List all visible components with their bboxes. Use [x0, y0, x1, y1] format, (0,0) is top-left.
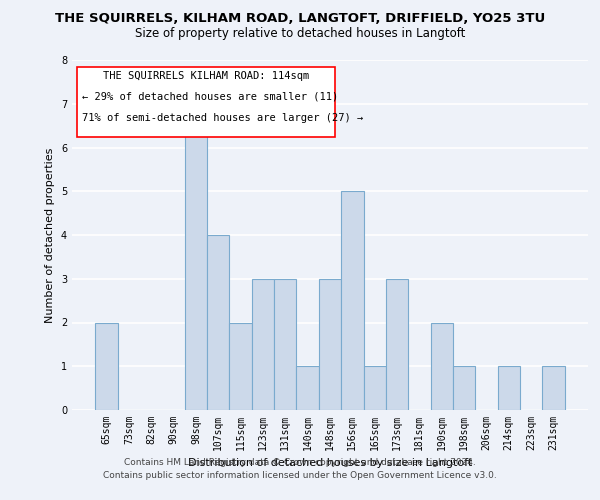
Bar [207, 235, 229, 410]
Bar [431, 322, 453, 410]
Bar [542, 366, 565, 410]
X-axis label: Distribution of detached houses by size in Langtoft: Distribution of detached houses by size … [188, 458, 472, 468]
Text: THE SQUIRRELS KILHAM ROAD: 114sqm: THE SQUIRRELS KILHAM ROAD: 114sqm [103, 70, 309, 81]
Bar [453, 366, 475, 410]
Text: ← 29% of detached houses are smaller (11): ← 29% of detached houses are smaller (11… [82, 92, 338, 102]
Bar [319, 279, 341, 410]
Bar [497, 366, 520, 410]
Text: THE SQUIRRELS, KILHAM ROAD, LANGTOFT, DRIFFIELD, YO25 3TU: THE SQUIRRELS, KILHAM ROAD, LANGTOFT, DR… [55, 12, 545, 26]
Bar [229, 322, 252, 410]
Bar [341, 191, 364, 410]
Text: Contains HM Land Registry data © Crown copyright and database right 2024.: Contains HM Land Registry data © Crown c… [124, 458, 476, 467]
Bar [386, 279, 408, 410]
Bar [296, 366, 319, 410]
Bar [274, 279, 296, 410]
Text: 71% of semi-detached houses are larger (27) →: 71% of semi-detached houses are larger (… [82, 112, 364, 122]
Bar [95, 322, 118, 410]
Text: Contains public sector information licensed under the Open Government Licence v3: Contains public sector information licen… [103, 472, 497, 480]
Text: Size of property relative to detached houses in Langtoft: Size of property relative to detached ho… [135, 28, 465, 40]
Y-axis label: Number of detached properties: Number of detached properties [46, 148, 55, 322]
Bar [252, 279, 274, 410]
Bar [364, 366, 386, 410]
Bar [185, 104, 207, 410]
FancyBboxPatch shape [77, 67, 335, 137]
